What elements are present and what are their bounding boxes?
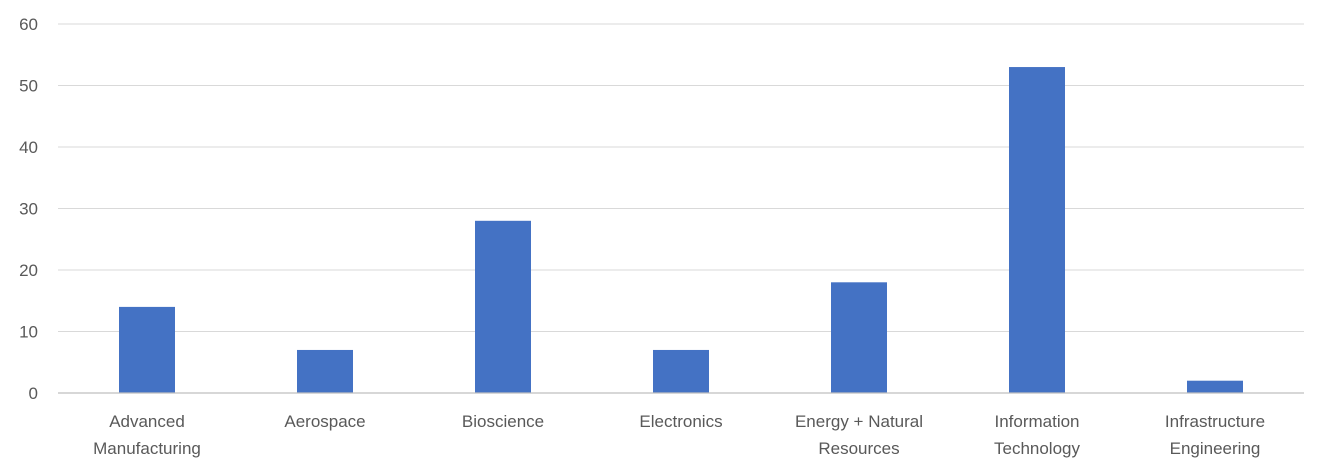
bar [1187, 380, 1243, 393]
bar [653, 349, 709, 393]
x-category-label: Advanced [109, 412, 185, 431]
x-category-label: Electronics [639, 412, 722, 431]
x-category-label: Engineering [1170, 439, 1261, 458]
x-category-label: Bioscience [462, 412, 544, 431]
y-tick-label: 30 [19, 200, 38, 219]
x-category-label: Technology [994, 439, 1081, 458]
y-tick-label: 20 [19, 261, 38, 280]
bar [475, 220, 531, 393]
bar [1009, 67, 1065, 394]
x-category-label: Aerospace [284, 412, 365, 431]
x-category-label: Information [994, 412, 1079, 431]
gridlines [58, 23, 1304, 332]
y-tick-label: 10 [19, 323, 38, 342]
y-tick-label: 60 [19, 15, 38, 34]
y-tick-label: 0 [29, 384, 38, 403]
x-category-label: Manufacturing [93, 439, 201, 458]
y-tick-label: 40 [19, 138, 38, 157]
labels: 0 10 20 30 40 50 60 Advanced Manufacturing Aerosp… [19, 15, 1265, 458]
bar [119, 306, 175, 393]
x-category-label: Infrastructure [1165, 412, 1265, 431]
y-tick-label: 50 [19, 77, 38, 96]
bars [119, 67, 1243, 394]
x-category-label: Energy + Natural [795, 412, 923, 431]
bar [297, 349, 353, 393]
bar [831, 282, 887, 393]
x-category-label: Resources [818, 439, 899, 458]
